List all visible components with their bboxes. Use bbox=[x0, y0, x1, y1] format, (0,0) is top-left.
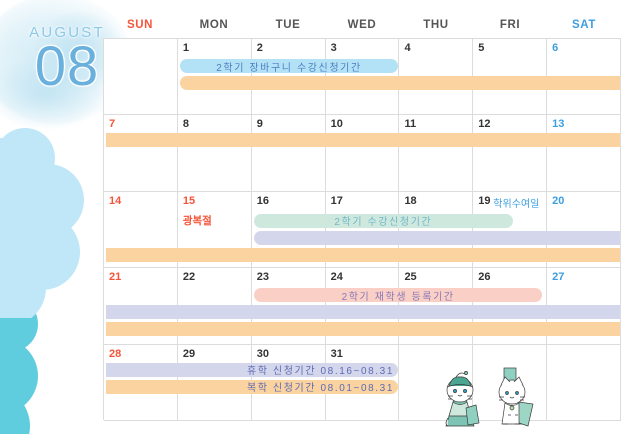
calendar-day-cell-2[interactable]: 2 bbox=[251, 39, 326, 116]
weekday-header-mon: MON bbox=[199, 19, 229, 31]
calendar-day-cell-24[interactable]: 24 bbox=[325, 268, 400, 345]
calendar-day-cell-26[interactable]: 26 bbox=[473, 268, 548, 345]
calendar-day-cell-7[interactable]: 7 bbox=[104, 115, 178, 192]
calendar-day-cell-20[interactable]: 20 bbox=[547, 191, 622, 269]
calendar-day-cell-11[interactable]: 11 bbox=[399, 115, 474, 192]
calendar-day-cell-empty[interactable] bbox=[547, 344, 622, 421]
day-number: 16 bbox=[256, 194, 269, 207]
calendar-week-row: 14 15 광복절 16 17 18 19 학위수여일 20 2학기 수강신청기간 bbox=[104, 191, 622, 269]
day-number: 6 bbox=[552, 42, 559, 54]
calendar-day-cell-15[interactable]: 15 광복절 bbox=[177, 191, 252, 269]
tiger-mascot-illustration-icon bbox=[445, 367, 534, 427]
calendar-day-cell-empty[interactable] bbox=[104, 39, 178, 116]
day-number: 27 bbox=[552, 271, 565, 284]
calendar-day-cell-19[interactable]: 19 학위수여일 bbox=[473, 191, 548, 269]
day-note-label: 학위수여일 bbox=[493, 198, 540, 210]
day-number: 22 bbox=[182, 271, 196, 284]
calendar-day-cell-27[interactable]: 27 bbox=[547, 268, 622, 345]
calendar-day-cell-17[interactable]: 17 bbox=[325, 191, 400, 269]
day-number: 1 bbox=[182, 42, 189, 54]
day-number: 14 bbox=[109, 194, 122, 207]
month-name-label: AUGUST bbox=[29, 24, 105, 41]
day-number: 24 bbox=[330, 271, 343, 284]
month-number-label: 08 bbox=[34, 34, 100, 97]
day-number: 3 bbox=[330, 42, 337, 54]
calendar-day-cell-22[interactable]: 22 bbox=[177, 268, 252, 345]
calendar-day-cell-28[interactable]: 28 bbox=[104, 344, 178, 421]
weekday-header-thu: THU bbox=[423, 19, 449, 31]
calendar-day-cell-13[interactable]: 13 bbox=[547, 115, 622, 192]
day-number: 15 bbox=[182, 194, 196, 207]
weekday-header-fri: FRI bbox=[499, 19, 521, 31]
day-number: 10 bbox=[330, 118, 343, 131]
weekday-header-sun: SUN bbox=[126, 19, 154, 31]
calendar-day-cell-30[interactable]: 30 bbox=[251, 344, 326, 421]
day-number: 20 bbox=[552, 194, 565, 207]
calendar-day-cell-9[interactable]: 9 bbox=[251, 115, 326, 192]
day-number: 23 bbox=[256, 271, 269, 284]
weekday-header-row: SUN MON TUE WED THU FRI SAT bbox=[103, 14, 621, 36]
day-number: 29 bbox=[182, 347, 196, 360]
calendar-day-cell-25[interactable]: 25 bbox=[399, 268, 474, 345]
calendar-day-cell-29[interactable]: 29 bbox=[177, 344, 252, 421]
day-number: 17 bbox=[330, 194, 343, 207]
day-number: 2 bbox=[256, 42, 263, 54]
calendar-day-cell-12[interactable]: 12 bbox=[473, 115, 548, 192]
day-number: 4 bbox=[404, 42, 411, 54]
day-number: 12 bbox=[478, 118, 491, 131]
calendar-day-cell-21[interactable]: 21 bbox=[104, 268, 178, 345]
calendar-day-cell-3[interactable]: 3 bbox=[325, 39, 400, 116]
day-number: 18 bbox=[404, 194, 417, 207]
day-number: 5 bbox=[478, 42, 485, 54]
weekday-header-wed: WED bbox=[347, 19, 377, 31]
holiday-label: 광복절 bbox=[182, 214, 212, 227]
calendar-day-cell-8[interactable]: 8 bbox=[177, 115, 252, 192]
calendar-day-cell-23[interactable]: 23 bbox=[251, 268, 326, 345]
calendar-day-cell-31[interactable]: 31 bbox=[325, 344, 400, 421]
calendar-day-cell-1[interactable]: 1 bbox=[177, 39, 252, 116]
calendar-day-cell-18[interactable]: 18 bbox=[399, 191, 474, 269]
calendar-day-cell-14[interactable]: 14 bbox=[104, 191, 178, 269]
weekday-header-tue: TUE bbox=[275, 19, 301, 31]
calendar-day-cell-5[interactable]: 5 bbox=[473, 39, 548, 116]
day-number: 30 bbox=[256, 347, 269, 360]
calendar-week-row: 7 8 9 10 11 12 13 bbox=[104, 115, 622, 192]
calendar-day-cell-empty[interactable] bbox=[399, 344, 474, 421]
day-number: 11 bbox=[404, 118, 417, 131]
calendar-day-cell-6[interactable]: 6 bbox=[547, 39, 622, 116]
day-number: 28 bbox=[109, 347, 122, 360]
day-number: 26 bbox=[478, 271, 491, 284]
calendar-day-cell-10[interactable]: 10 bbox=[325, 115, 400, 192]
day-number: 9 bbox=[256, 118, 263, 131]
calendar-week-row: 21 22 23 24 25 26 27 2학기 재학생 등록기간 bbox=[104, 268, 622, 345]
day-number: 13 bbox=[552, 118, 565, 131]
day-number: 7 bbox=[109, 118, 116, 131]
day-number: 25 bbox=[404, 271, 417, 284]
day-number: 21 bbox=[109, 271, 122, 284]
day-number: 19 bbox=[478, 194, 491, 207]
day-number: 31 bbox=[330, 347, 343, 360]
weekday-header-sat: SAT bbox=[572, 19, 596, 31]
calendar-day-cell-16[interactable]: 16 bbox=[251, 191, 326, 269]
month-title-block: AUGUST 08 bbox=[12, 24, 122, 97]
day-number: 8 bbox=[182, 118, 189, 131]
calendar-day-cell-4[interactable]: 4 bbox=[399, 39, 474, 116]
calendar-week-row: 1 2 3 4 5 6 2학기 장바구니 수강신청기간 bbox=[104, 39, 622, 116]
